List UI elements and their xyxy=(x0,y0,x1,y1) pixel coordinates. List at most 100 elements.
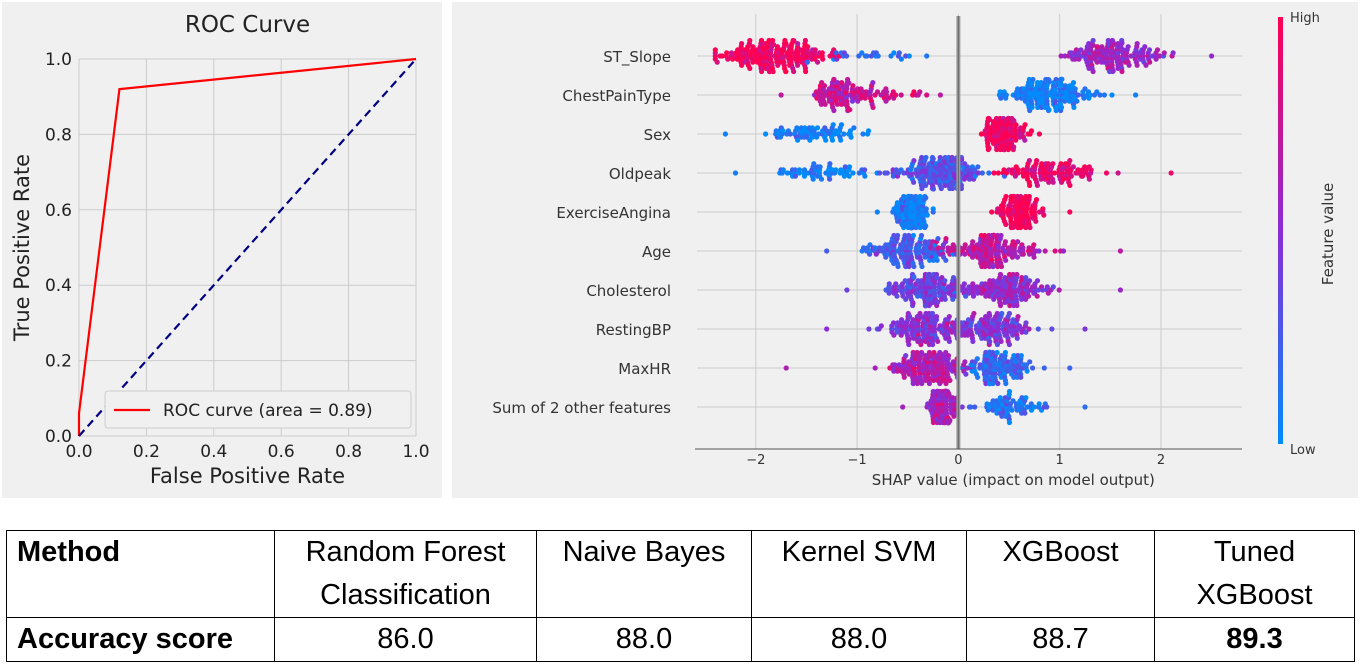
shap-point xyxy=(787,131,793,137)
accuracy-row-label: Accuracy score xyxy=(6,617,275,662)
shap-point xyxy=(1074,98,1080,104)
shap-point xyxy=(846,80,852,86)
shap-point xyxy=(1036,131,1042,137)
shap-point xyxy=(1035,326,1041,332)
shap-point xyxy=(886,290,892,296)
shap-point xyxy=(796,167,803,173)
shap-point xyxy=(758,37,765,44)
shap-point xyxy=(1011,118,1017,124)
shap-point xyxy=(926,380,932,387)
shap-point xyxy=(1006,310,1013,317)
shap-point xyxy=(935,245,942,251)
shap-point xyxy=(1090,42,1096,48)
shap-point xyxy=(1030,76,1036,83)
shap-point xyxy=(1060,176,1067,182)
shap-point xyxy=(1013,122,1019,128)
shap-feature-label: ChestPainType xyxy=(562,87,671,105)
shap-point xyxy=(970,293,977,299)
shap-point xyxy=(1020,173,1027,179)
shap-point xyxy=(961,281,967,287)
shap-point xyxy=(986,145,992,151)
shap-point xyxy=(929,310,936,317)
shap-point xyxy=(1006,341,1013,348)
shap-point xyxy=(891,50,897,56)
shap-point xyxy=(884,170,890,176)
shap-point xyxy=(1014,302,1020,309)
shap-point xyxy=(1090,37,1096,44)
shap-point xyxy=(994,341,1001,348)
shap-point xyxy=(1014,374,1020,380)
shap-point xyxy=(885,95,892,101)
shap-point xyxy=(943,257,949,263)
shap-point xyxy=(834,80,841,86)
shap-point xyxy=(1056,287,1062,293)
method-cell-xgboost: XGBoost xyxy=(966,530,1155,618)
shap-point xyxy=(1027,182,1033,188)
shap-point xyxy=(1031,254,1037,260)
shap-x-axis-label: SHAP value (impact on model output) xyxy=(872,471,1155,489)
shap-point xyxy=(870,104,876,110)
shap-point xyxy=(1094,89,1100,95)
method-header-label: Method xyxy=(17,536,121,568)
shap-point xyxy=(1022,137,1028,143)
shap-point xyxy=(979,170,985,176)
shap-point xyxy=(942,296,948,302)
shap-point xyxy=(1119,40,1125,46)
shap-point xyxy=(1170,50,1176,56)
shap-feature-label: Sum of 2 other features xyxy=(492,399,671,417)
shap-point xyxy=(844,287,850,293)
roc-curve-line xyxy=(77,57,417,436)
roc-chart-panel: 0.0 0.2 0.4 0.6 0.8 1.0 0.0 0.2 0.4 0.6 0.8 1.0 ROC … xyxy=(2,2,442,498)
shap-point xyxy=(906,341,912,348)
shap-point xyxy=(1041,212,1047,218)
shap-point xyxy=(783,40,789,47)
shap-point xyxy=(1117,248,1123,254)
shap-point xyxy=(1027,278,1033,284)
shap-point xyxy=(1014,254,1021,260)
accuracy-value-tuned-xgboost: 89.3 xyxy=(1154,617,1355,662)
shap-point xyxy=(1068,173,1074,179)
shap-feature-label: MaxHR xyxy=(618,360,671,378)
shap-point xyxy=(998,263,1005,270)
shap-point xyxy=(1078,47,1084,53)
shap-point xyxy=(974,356,980,362)
shap-point xyxy=(822,101,828,107)
shap-point xyxy=(1082,86,1088,92)
shap-point xyxy=(1059,76,1065,82)
shap-point xyxy=(926,349,932,356)
shap-point xyxy=(1044,404,1050,410)
shap-point xyxy=(874,209,880,215)
shap-point xyxy=(792,173,798,179)
shap-point xyxy=(841,131,847,137)
shap-point xyxy=(991,170,997,176)
shap-point xyxy=(1157,53,1163,59)
shap-point xyxy=(1153,56,1159,62)
shap-point xyxy=(848,134,854,140)
shap-point xyxy=(917,89,923,95)
roc-y-tick-label: 1.0 xyxy=(45,50,72,70)
shap-point xyxy=(831,107,837,114)
method-label: XGBoost xyxy=(1002,536,1119,568)
roc-chart: 0.0 0.2 0.4 0.6 0.8 1.0 0.0 0.2 0.4 0.6 0.8 1.0 ROC … xyxy=(2,2,442,498)
shap-point xyxy=(1027,224,1033,231)
shap-point xyxy=(1026,326,1032,332)
shap-point xyxy=(919,350,925,356)
shap-point xyxy=(831,76,837,83)
shap-point xyxy=(819,50,825,56)
shap-point xyxy=(1024,404,1031,410)
shap-point xyxy=(839,80,845,86)
shap-point xyxy=(1058,53,1064,59)
shap-point xyxy=(805,44,811,50)
shap-point xyxy=(938,185,944,192)
shap-point xyxy=(1109,92,1115,98)
shap-point xyxy=(1002,299,1008,305)
shap-point xyxy=(847,107,853,113)
shap-point xyxy=(1028,128,1035,134)
shap-point xyxy=(1119,68,1125,75)
shap-point xyxy=(986,170,992,176)
shap-point xyxy=(838,122,845,128)
shap-point xyxy=(959,404,965,410)
shap-point xyxy=(860,131,866,137)
shap-point xyxy=(962,359,968,365)
shap-point xyxy=(1209,53,1215,59)
